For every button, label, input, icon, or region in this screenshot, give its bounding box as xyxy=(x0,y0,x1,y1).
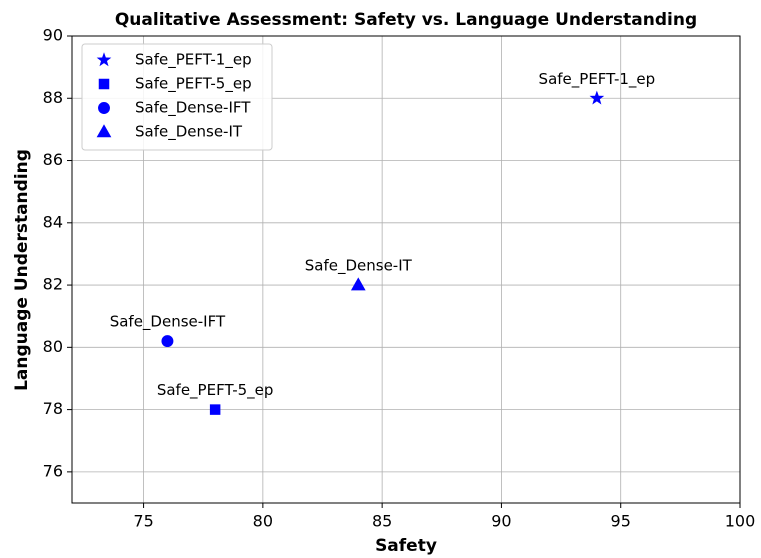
legend-marker xyxy=(98,102,110,114)
annotation: Safe_PEFT-5_ep xyxy=(157,381,274,400)
y-tick-label: 80 xyxy=(43,337,63,356)
marker xyxy=(209,404,221,415)
legend-marker xyxy=(96,52,112,67)
y-tick-label: 90 xyxy=(43,26,63,45)
y-tick-label: 86 xyxy=(43,150,63,169)
legend-marker xyxy=(96,124,112,138)
x-axis-label: Safety xyxy=(375,536,437,556)
legend-label: Safe_Dense-IT xyxy=(135,123,243,142)
legend-label: Safe_Dense-IFT xyxy=(135,99,251,118)
legend-label: Safe_PEFT-1_ep xyxy=(135,51,252,70)
marker xyxy=(161,335,174,348)
marker xyxy=(350,277,366,291)
y-tick-label: 78 xyxy=(43,399,63,418)
x-tick-label: 80 xyxy=(253,512,273,531)
plot-frame xyxy=(71,35,741,504)
legend-marker xyxy=(98,78,110,90)
marker xyxy=(589,90,605,105)
x-tick-label: 100 xyxy=(725,512,756,531)
annotation: Safe_Dense-IFT xyxy=(110,313,226,332)
y-tick-label: 82 xyxy=(43,275,63,294)
chart-title: Qualitative Assessment: Safety vs. Langu… xyxy=(115,10,697,30)
y-tick-label: 88 xyxy=(43,88,63,107)
annotation: Safe_Dense-IT xyxy=(305,257,413,276)
x-tick-label: 95 xyxy=(611,512,631,531)
y-tick-label: 76 xyxy=(43,461,63,480)
x-tick-label: 85 xyxy=(372,512,392,531)
legend-box xyxy=(81,43,273,151)
y-axis-label: Language Understanding xyxy=(12,149,32,391)
x-tick-label: 90 xyxy=(491,512,511,531)
legend-label: Safe_PEFT-5_ep xyxy=(135,75,252,94)
x-tick-label: 75 xyxy=(133,512,153,531)
y-tick-label: 84 xyxy=(43,212,63,231)
annotation: Safe_PEFT-1_ep xyxy=(539,70,656,89)
